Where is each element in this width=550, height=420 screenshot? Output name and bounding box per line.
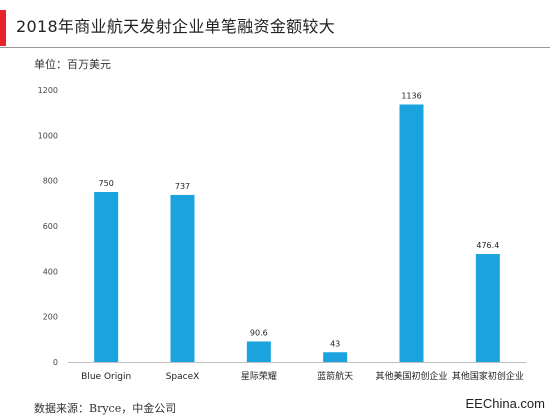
- y-tick-label: 800: [43, 177, 58, 186]
- data-label: 750: [99, 179, 114, 188]
- bar: [94, 192, 119, 362]
- data-source: 数据来源：Bryce，中金公司: [34, 402, 177, 415]
- bar: [323, 352, 348, 362]
- bar: [170, 194, 195, 362]
- data-label: 43: [330, 339, 340, 348]
- y-tick-label: 200: [43, 313, 58, 322]
- bar: [399, 104, 424, 363]
- data-label: 476.4: [476, 241, 499, 250]
- data-label: 90.6: [250, 328, 268, 337]
- x-tick-label: 其他美国初创企业: [375, 370, 447, 382]
- y-tick-label: 0: [53, 358, 58, 367]
- title-divider: [0, 47, 550, 48]
- x-tick-label: Blue Origin: [81, 372, 131, 382]
- y-tick-label: 600: [43, 222, 58, 231]
- x-tick-label: 蓝箭航天: [317, 370, 353, 382]
- y-tick-label: 400: [43, 267, 58, 276]
- y-tick-label: 1200: [38, 86, 58, 95]
- unit-label: 单位：百万美元: [34, 58, 111, 71]
- data-label: 1136: [401, 92, 421, 101]
- bar: [475, 254, 500, 362]
- title-accent-bar: [0, 10, 6, 46]
- x-tick-label: 其他国家初创企业: [452, 370, 524, 382]
- chart-title: 2018年商业航天发射企业单笔融资金额较大: [16, 17, 336, 36]
- bar: [246, 341, 271, 362]
- watermark: EEChina.com: [465, 396, 545, 411]
- y-tick-label: 1000: [38, 131, 58, 140]
- x-tick-label: SpaceX: [166, 372, 200, 382]
- x-tick-label: 星际荣耀: [241, 370, 277, 382]
- data-label: 737: [175, 182, 190, 191]
